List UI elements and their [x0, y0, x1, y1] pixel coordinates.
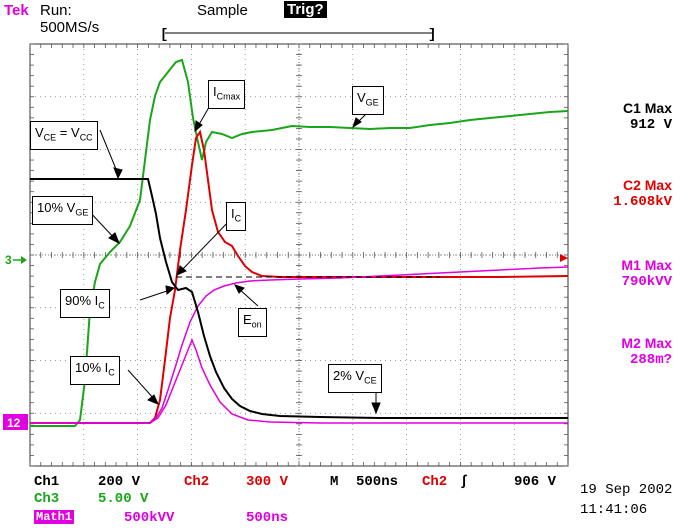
ch1-scale: 200 V [98, 474, 141, 490]
math-scale: 500kVV [124, 510, 175, 526]
ch3-label: Ch3 [34, 491, 60, 507]
timebase-label: M [330, 474, 339, 490]
ch2-label: Ch2 [184, 474, 210, 490]
callout-10pct-ic: 10% IC [70, 356, 120, 385]
ch3-ground-marker: 3 [5, 253, 27, 267]
callout-icmax: ICmax [208, 80, 246, 109]
callout-vce-eq-vcc: VCE = VCC [30, 121, 98, 150]
trigger-slope-icon: ∫ [460, 474, 469, 490]
brand-label: Tek [4, 2, 29, 19]
callout-vge: VGE [352, 86, 384, 115]
time-readout: 11:41:06 [580, 502, 648, 518]
callout-2pct-vce: 2% VCE [328, 364, 382, 393]
measurement-c1-max: C1 Max 912 V [622, 100, 672, 133]
trigger-level: 906 V [514, 474, 557, 490]
math-label: Math1 [34, 510, 75, 524]
measurement-c2-max: C2 Max 1.608kV [613, 177, 672, 210]
trigger-status: Trig? [284, 1, 327, 18]
trace-ch3-vge [30, 58, 569, 427]
record-position-bracket: [ ] [160, 27, 436, 43]
svg-text:3: 3 [5, 253, 12, 267]
trace-m2-power [30, 337, 568, 424]
svg-text:12: 12 [7, 416, 21, 430]
ch1-ground-marker: 12 [3, 414, 28, 430]
trigger-source: Ch2 [422, 474, 448, 490]
callout-ic: IC [226, 202, 247, 231]
ch3-scale: 5.00 V [98, 491, 149, 507]
callout-eon: Eon [238, 308, 267, 337]
measurement-m1-max: M1 Max 790kVV [621, 257, 672, 290]
acquisition-mode: Sample [197, 2, 248, 19]
callout-10pct-vge: 10% VGE [32, 196, 94, 225]
ch1-label: Ch1 [34, 474, 60, 490]
trace-m1-eon [30, 266, 569, 424]
measurement-m2-max: M2 Max 288m? [621, 335, 672, 368]
graticule [29, 43, 569, 467]
run-status: Run: 500MS/s [40, 2, 100, 36]
timebase-value: 500ns [356, 474, 399, 490]
date-readout: 19 Sep 2002 [580, 482, 673, 498]
svg-text:]: ] [428, 27, 436, 43]
callout-90pct-ic: 90% IC [60, 289, 110, 318]
ch2-scale: 300 V [246, 474, 289, 490]
trace-ch1-vce [30, 178, 568, 419]
math-time: 500ns [246, 510, 289, 526]
svg-text:[: [ [160, 27, 168, 43]
